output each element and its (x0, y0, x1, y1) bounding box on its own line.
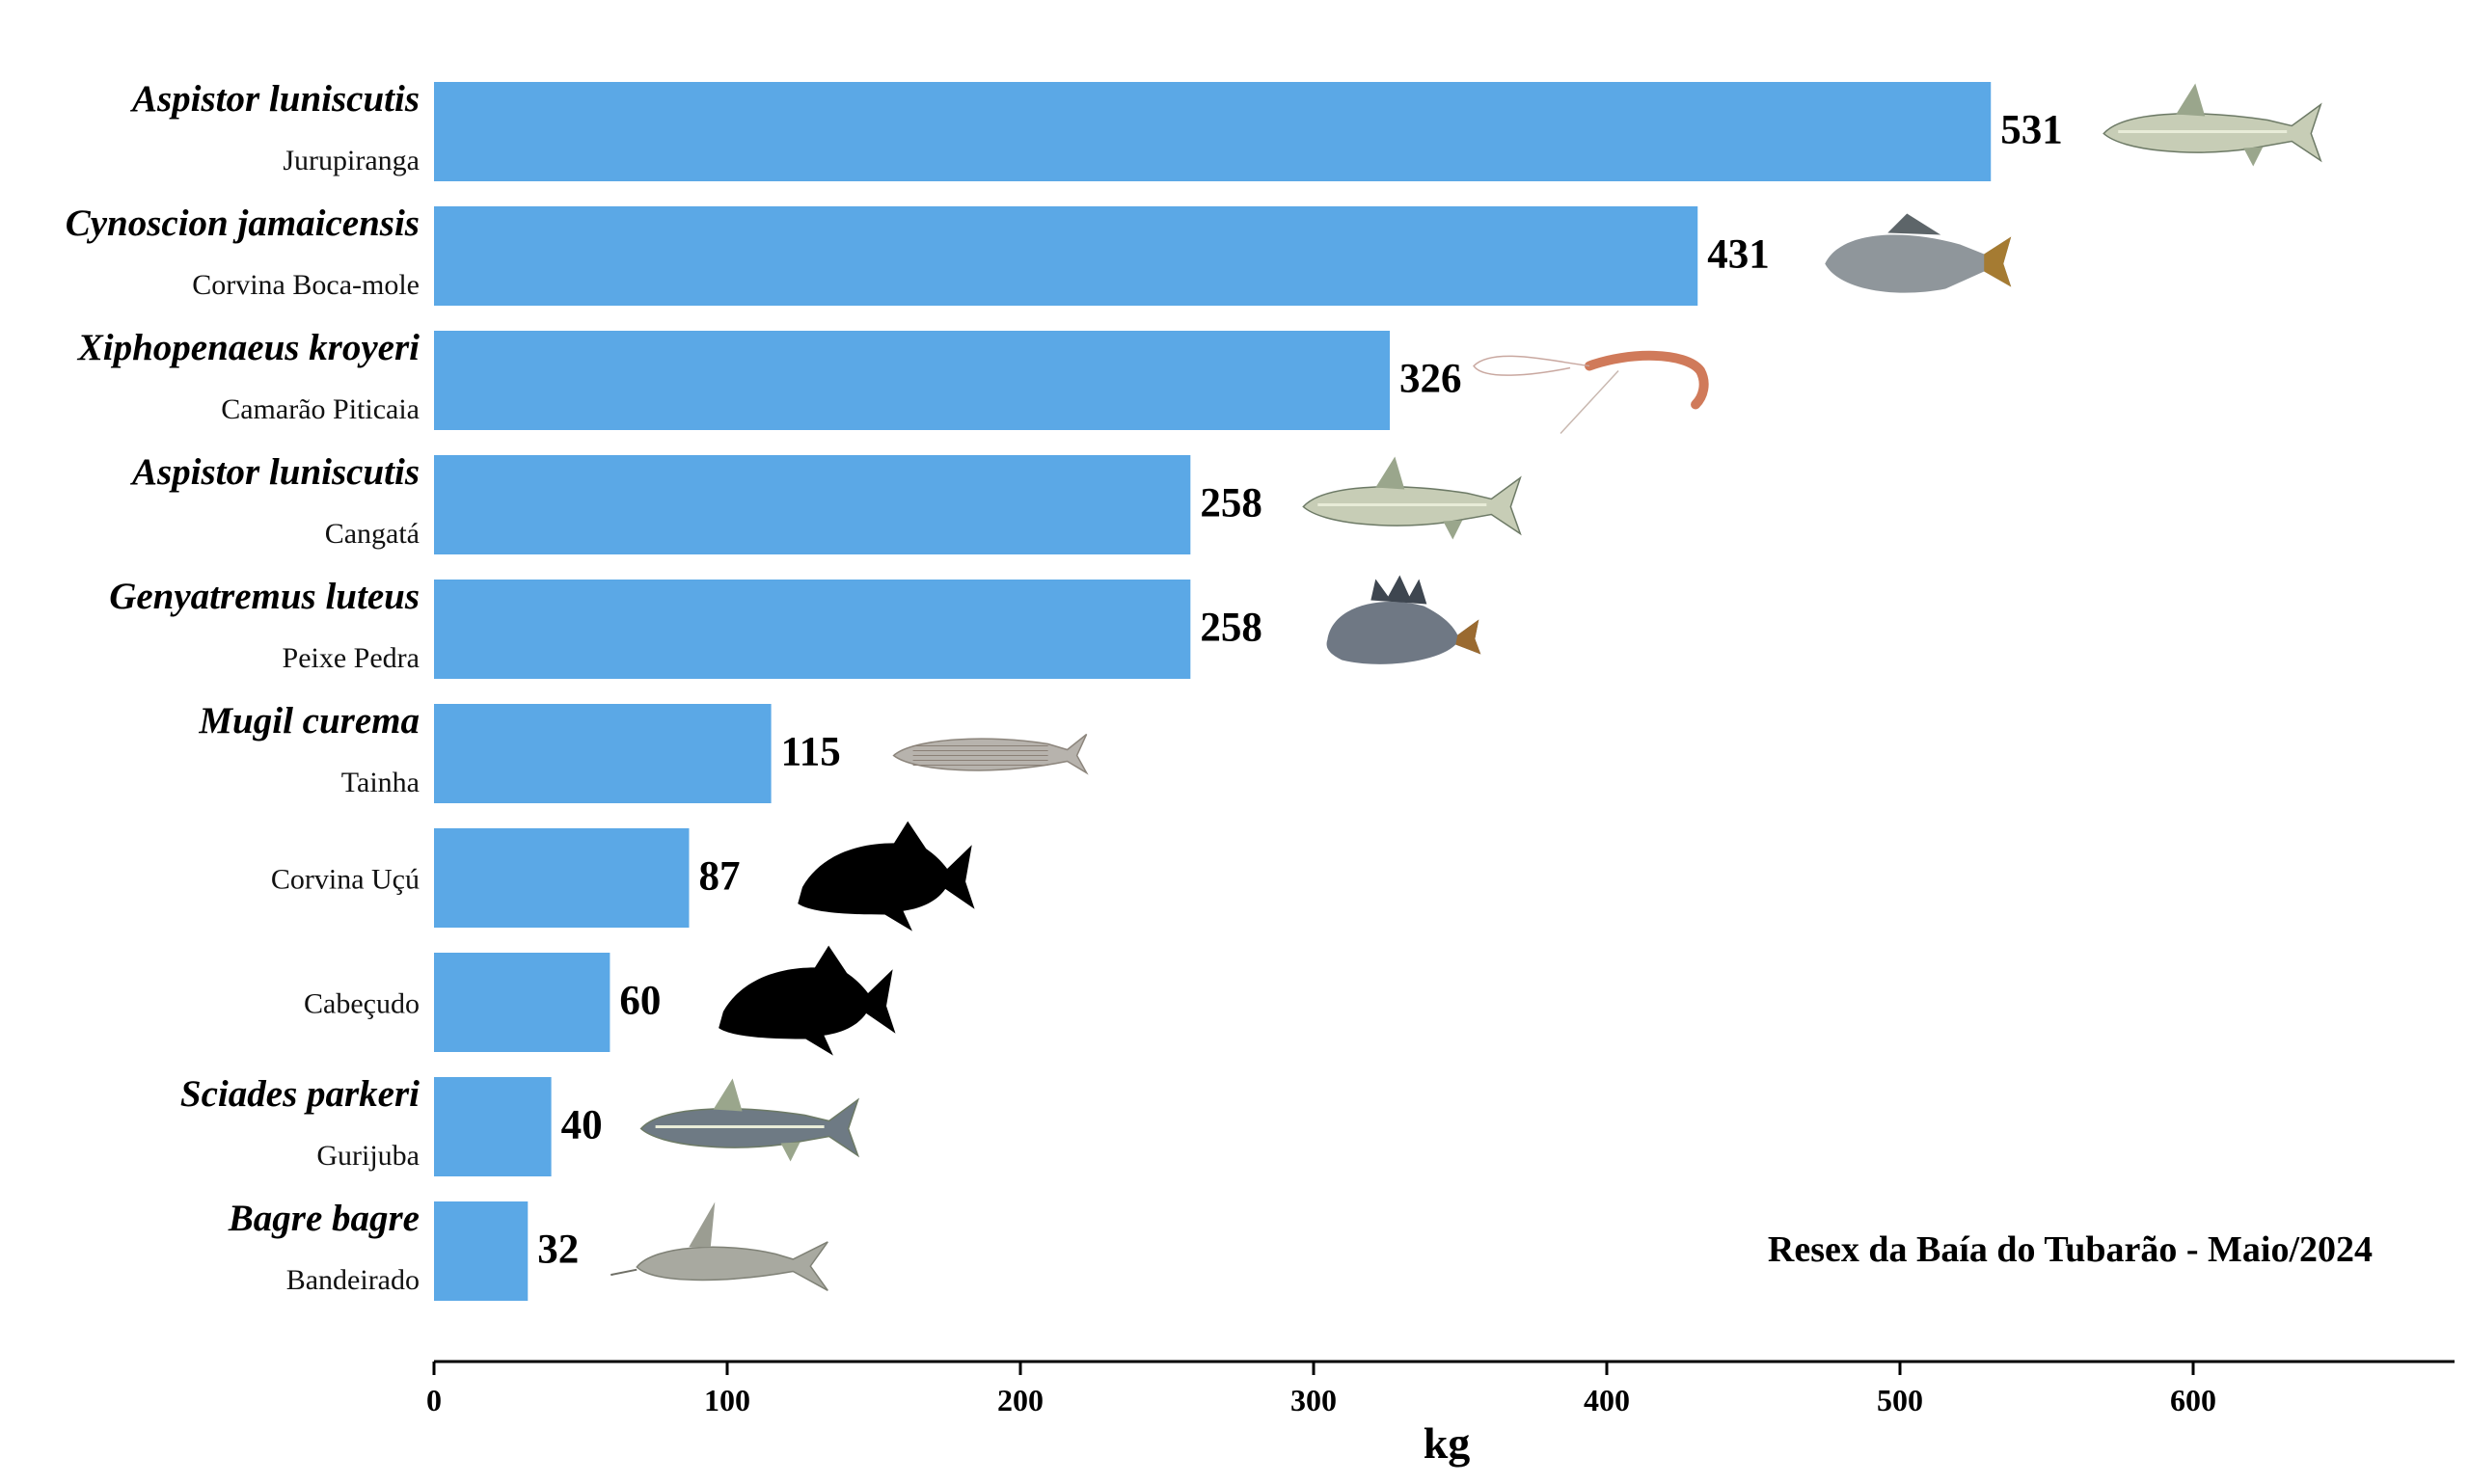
value-label: 32 (537, 1228, 579, 1273)
scientific-name-label: Aspistor luniscutis (129, 451, 420, 493)
fish-silhouette-icon (798, 821, 975, 931)
x-tick-label: 500 (1877, 1383, 1923, 1417)
common-name-label: Bandeirado (286, 1264, 420, 1296)
bars (434, 82, 1992, 1301)
common-name-label: Corvina Uçú (271, 864, 420, 896)
common-name-label: Corvina Boca-mole (192, 269, 420, 301)
scientific-name-label: Cynoscion jamaicensis (66, 202, 420, 244)
value-label: 115 (781, 730, 841, 775)
common-name-label: Cangatá (325, 518, 420, 550)
weakfish-photo-icon (1825, 213, 2012, 293)
common-name-label: Peixe Pedra (283, 642, 420, 674)
catfish-photo-icon (2103, 83, 2322, 167)
catfish-photo-icon (1302, 456, 1522, 540)
scientific-name-label: Xiphopenaeus kroyeri (77, 327, 420, 368)
scientific-name-label: Sciades parkeri (180, 1073, 420, 1115)
mullet-photo-icon (892, 733, 1089, 775)
shrimp-photo-icon (1473, 350, 1709, 435)
x-tick-label: 200 (997, 1383, 1044, 1417)
value-label: 60 (619, 979, 661, 1024)
x-tick-label: 600 (2170, 1383, 2216, 1417)
grunt-fish-photo-icon (1326, 575, 1481, 664)
common-name-label: Tainha (341, 767, 420, 798)
value-label: 531 (2000, 108, 2063, 153)
value-label: 40 (561, 1103, 603, 1148)
value-label: 258 (1200, 481, 1262, 526)
x-axis: 0 100 200 300 400 500 600 (426, 1360, 2455, 1417)
scientific-name-label: Genyatremus luteus (109, 576, 420, 617)
bar (434, 331, 1391, 430)
common-name-label: Gurijuba (316, 1140, 420, 1172)
value-label: 431 (1707, 232, 1770, 278)
x-tick-label: 100 (704, 1383, 750, 1417)
value-label: 258 (1200, 606, 1262, 651)
fish-silhouette-icon (719, 945, 896, 1056)
x-axis-label: kg (1424, 1418, 1471, 1468)
bar (434, 953, 610, 1052)
value-label: 87 (698, 854, 740, 900)
bar (434, 580, 1191, 679)
scientific-name-label: Aspistor luniscutis (129, 78, 420, 120)
chart-annotation: Resex da Baía do Tubarão - Maio/2024 (1768, 1229, 2373, 1270)
scientific-name-label: Mugil curema (198, 700, 420, 742)
common-name-label: Camarão Piticaia (221, 393, 420, 425)
bar (434, 206, 1698, 306)
category-labels: Aspistor luniscutis Jurupiranga Cynoscion … (66, 78, 420, 1296)
bar (434, 828, 690, 928)
catfish-photo-icon (639, 1078, 860, 1162)
bar (434, 82, 1992, 181)
bagre-photo-icon (610, 1201, 828, 1291)
species-icons (610, 83, 2322, 1291)
bar (434, 704, 772, 803)
value-label: 326 (1399, 357, 1462, 402)
bar (434, 455, 1191, 554)
scientific-name-label: Bagre bagre (228, 1198, 420, 1239)
value-labels: 531 431 326 258 258 115 87 60 40 32 (537, 108, 2062, 1273)
x-tick-label: 300 (1290, 1383, 1337, 1417)
x-tick-label: 400 (1584, 1383, 1630, 1417)
bar (434, 1201, 529, 1301)
x-tick-label: 0 (426, 1383, 442, 1417)
common-name-label: Cabeçudo (304, 988, 420, 1020)
common-name-label: Jurupiranga (283, 145, 420, 176)
bar (434, 1077, 552, 1176)
